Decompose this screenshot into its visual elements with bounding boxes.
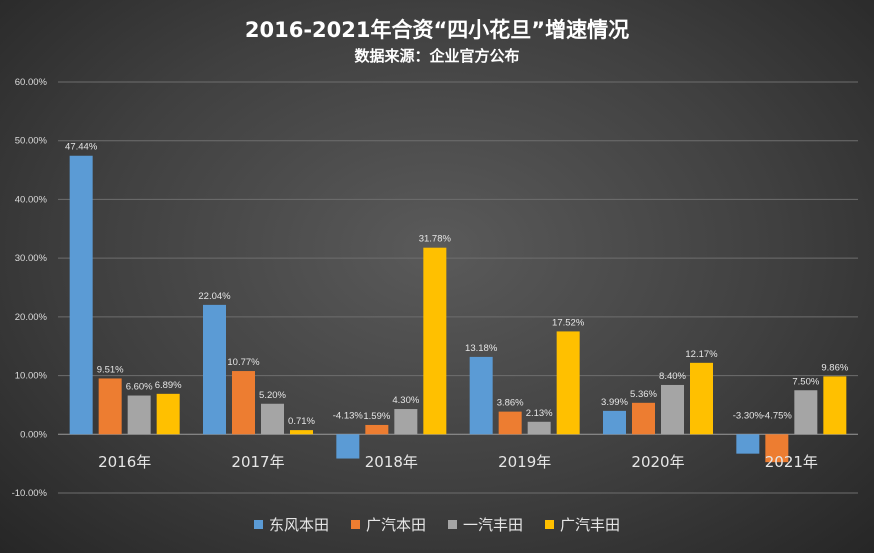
legend-swatch — [448, 520, 457, 529]
bar — [527, 421, 551, 435]
x-tick-label: 2018年 — [365, 453, 418, 471]
bar — [290, 430, 313, 435]
legend-label: 广汽本田 — [365, 516, 426, 534]
bar — [423, 247, 447, 435]
bar — [556, 331, 580, 435]
x-axis-ticks: 2016年 2017年 2018年 2019年 2020年 2021年 — [98, 453, 818, 471]
bar — [232, 371, 255, 435]
x-tick-label: 2020年 — [631, 453, 684, 471]
data-label: 3.99% — [601, 397, 628, 408]
data-label: 9.86% — [821, 362, 848, 373]
bar — [261, 403, 284, 435]
data-label: 5.36% — [630, 389, 657, 400]
data-label: 22.04% — [198, 291, 231, 302]
data-label: 3.86% — [497, 398, 524, 409]
y-tick-label: 30.00% — [15, 253, 48, 264]
y-tick-label: 10.00% — [15, 371, 48, 382]
data-label: 12.17% — [685, 349, 718, 360]
legend-item: 广汽丰田 — [545, 514, 620, 535]
data-label: 10.77% — [227, 357, 260, 368]
bar — [661, 384, 684, 435]
data-label: 6.89% — [155, 380, 182, 391]
y-tick-label: 40.00% — [15, 194, 48, 205]
bar — [794, 390, 818, 435]
data-label: 4.30% — [392, 395, 419, 406]
bar — [365, 424, 389, 435]
bar — [69, 155, 93, 435]
data-label: 1.59% — [363, 411, 390, 422]
y-tick-label: 60.00% — [15, 77, 48, 88]
x-tick-label: 2016年 — [98, 453, 151, 471]
bar — [823, 376, 847, 435]
data-label: 6.60% — [126, 382, 153, 393]
bar — [156, 393, 180, 435]
y-tick-label: 0.00% — [20, 429, 47, 440]
data-label: 5.20% — [259, 390, 286, 401]
x-tick-label: 2019年 — [498, 453, 551, 471]
bar — [736, 434, 760, 454]
gridlines — [58, 81, 858, 494]
chart-title: 2016-2021年合资“四小花旦”增速情况 — [244, 18, 630, 42]
data-label: 47.44% — [65, 142, 98, 153]
y-axis-ticks: -10.00% 0.00% 10.00% 20.00% 30.00% 40.00% 50.0… — [12, 77, 48, 499]
data-label: 17.52% — [552, 317, 585, 328]
legend-swatch — [545, 520, 555, 529]
bar — [765, 434, 789, 463]
data-label: 8.40% — [659, 371, 686, 382]
data-label: -4.13% — [333, 410, 364, 421]
bar — [469, 356, 493, 435]
data-label: 2.13% — [526, 408, 553, 419]
data-label: -4.75% — [762, 410, 793, 421]
y-tick-label: 20.00% — [15, 312, 48, 323]
x-tick-label: 2017年 — [231, 453, 284, 471]
legend-label: 东风本田 — [268, 516, 329, 534]
legend-item: 广汽本田 — [350, 514, 426, 535]
legend-label: 广汽丰田 — [560, 516, 621, 534]
data-label: -3.30% — [733, 410, 764, 421]
bar — [98, 378, 122, 435]
bar — [394, 409, 418, 435]
data-label: 13.18% — [465, 343, 498, 354]
legend: 东风本田 广汽本田 一汽丰田 广汽丰田 — [0, 514, 874, 535]
legend-label: 一汽丰田 — [463, 516, 524, 534]
x-tick-label: 2021年 — [765, 453, 818, 471]
bar — [498, 411, 522, 435]
data-labels: 47.44% 9.51%6.60% 6.89% 22.04% 10.77% 5.20% 0.… — [65, 142, 849, 427]
data-label: 7.50% — [792, 376, 819, 387]
bar — [603, 410, 626, 435]
y-tick-label: 50.00% — [15, 136, 48, 147]
y-tick-label: -10.00% — [12, 488, 48, 499]
bar — [203, 304, 226, 435]
data-label: 0.71% — [288, 416, 315, 427]
legend-swatch — [350, 520, 360, 529]
bars — [69, 155, 847, 463]
chart-subtitle: 数据来源：企业官方公布 — [354, 47, 520, 65]
data-label: 9.51% — [97, 364, 124, 375]
legend-swatch — [253, 520, 263, 529]
bar — [632, 402, 655, 435]
bar — [690, 362, 713, 435]
data-label: 31.78% — [419, 234, 452, 245]
legend-item: 东风本田 — [253, 514, 329, 535]
bar — [127, 395, 151, 435]
bar — [336, 434, 360, 459]
legend-item: 一汽丰田 — [448, 514, 523, 535]
